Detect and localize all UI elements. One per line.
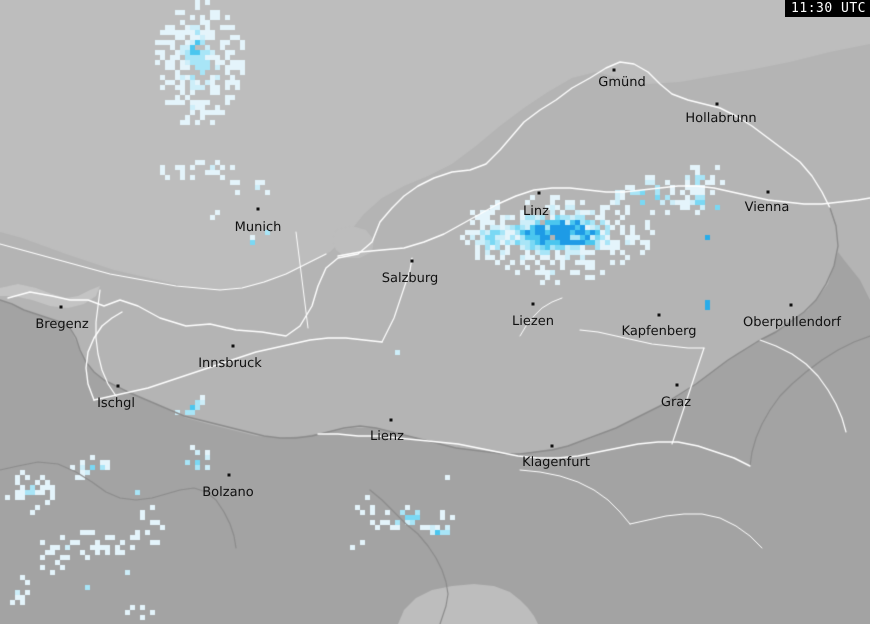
- timestamp-badge: 11:30 UTC: [785, 0, 870, 17]
- city-marker-dot: [675, 383, 679, 387]
- city-marker-dot: [550, 444, 554, 448]
- city-label: Lienz: [370, 429, 404, 444]
- city-marker-dot: [227, 473, 231, 477]
- city-marker-dot: [389, 418, 393, 422]
- city-label: Salzburg: [381, 271, 439, 286]
- city-marker-dot: [537, 191, 541, 195]
- city-marker-dot: [612, 68, 616, 72]
- city-label: Klagenfurt: [522, 455, 590, 470]
- city-marker-dot: [715, 102, 719, 106]
- city-marker-dot: [410, 259, 414, 263]
- city-label: Linz: [523, 204, 549, 219]
- city-label: Bregenz: [35, 317, 89, 332]
- city-marker-dot: [59, 305, 63, 309]
- city-marker-dot: [766, 190, 770, 194]
- city-marker-dot: [657, 313, 661, 317]
- city-label: Graz: [660, 395, 692, 410]
- city-label: Bolzano: [202, 485, 254, 500]
- city-label: Liezen: [512, 314, 554, 329]
- city-label: Oberpullendorf: [743, 315, 841, 330]
- city-marker-dot: [256, 207, 260, 211]
- city-marker-dot: [789, 303, 793, 307]
- city-marker-dot: [531, 302, 535, 306]
- city-label: Ischgl: [97, 396, 135, 411]
- city-label: Hollabrunn: [685, 111, 757, 126]
- city-marker-dot: [116, 384, 120, 388]
- city-label: Gmünd: [598, 75, 646, 90]
- city-label: Kapfenberg: [621, 324, 697, 339]
- city-marker-dot: [231, 344, 235, 348]
- city-label: Innsbruck: [198, 356, 262, 371]
- city-label: Munich: [234, 220, 282, 235]
- city-label: Vienna: [744, 200, 790, 215]
